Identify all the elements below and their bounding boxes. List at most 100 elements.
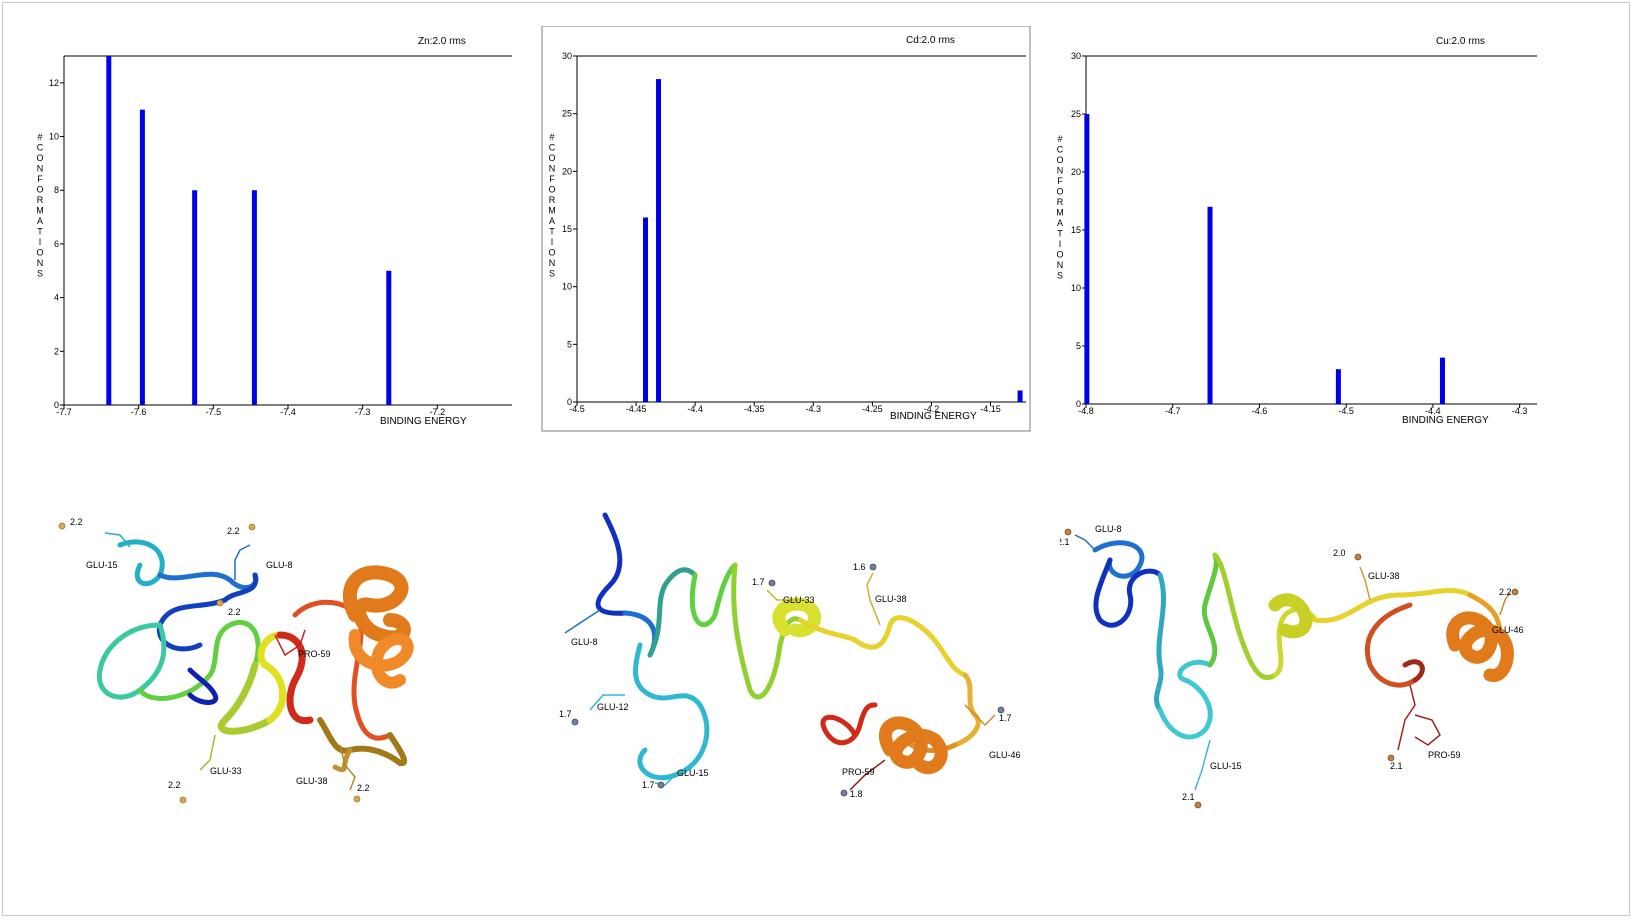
y-label-char: O xyxy=(36,153,43,163)
x-axis-label: BINDING ENERGY xyxy=(380,416,467,427)
y-label-char: M xyxy=(36,206,44,216)
backbone-segment xyxy=(156,572,259,652)
x-tick-label: -4.5 xyxy=(569,404,585,414)
y-tick-label: 0 xyxy=(567,397,572,407)
backbone-segment xyxy=(633,642,710,781)
sidechain xyxy=(1074,534,1096,551)
x-tick-label: -4.4 xyxy=(1425,406,1441,416)
distance-label: 1.8 xyxy=(850,789,863,799)
y-label-char: R xyxy=(549,195,556,205)
y-label-char: O xyxy=(36,185,43,195)
backbone-segment xyxy=(797,615,968,678)
residue-label: PRO-59 xyxy=(1428,750,1461,760)
sidechain xyxy=(766,589,800,601)
backbone-segment xyxy=(1092,540,1145,579)
backbone-segment xyxy=(332,747,353,773)
y-label-char: N xyxy=(549,164,556,174)
distance-label: 1.7 xyxy=(752,577,765,587)
y-tick-label: 20 xyxy=(1071,167,1081,177)
y-tick-label: 10 xyxy=(49,132,59,142)
sidechain xyxy=(1194,739,1211,791)
y-label-char: N xyxy=(37,164,44,174)
residue-label: GLU-38 xyxy=(875,594,907,604)
backbone-segment xyxy=(595,512,628,616)
distance-label: 2.1 xyxy=(1182,792,1195,802)
metal-ion xyxy=(571,718,579,726)
helix xyxy=(343,565,411,645)
residue-label: GLU-38 xyxy=(1368,571,1400,581)
helix xyxy=(348,629,414,689)
y-label-char: T xyxy=(549,227,555,237)
metal-ion xyxy=(179,796,187,804)
y-label-char: O xyxy=(548,248,555,258)
metal-ion xyxy=(216,599,224,607)
y-tick-label: 5 xyxy=(1076,341,1081,351)
y-label-char: R xyxy=(1057,197,1064,207)
y-label-char: S xyxy=(1057,271,1063,281)
bar xyxy=(251,190,257,405)
metal-ion xyxy=(657,781,665,789)
helix xyxy=(772,597,822,638)
residue-label: GLU-15 xyxy=(677,768,709,778)
x-tick-label: -7.7 xyxy=(56,407,72,417)
y-label-char: A xyxy=(549,216,555,226)
x-tick-label: -4.5 xyxy=(1338,406,1354,416)
residue-label: GLU-33 xyxy=(783,595,815,605)
distance-label: 1.7 xyxy=(642,780,655,790)
helix xyxy=(1268,593,1313,639)
residue-label: PRO-59 xyxy=(842,767,875,777)
backbone-segment xyxy=(1212,552,1278,680)
y-tick-label: 6 xyxy=(54,239,59,249)
y-tick-label: 10 xyxy=(1071,283,1081,293)
bar xyxy=(1439,357,1445,404)
backbone-segment xyxy=(1153,572,1166,713)
y-tick-label: 8 xyxy=(54,185,59,195)
helix xyxy=(1446,611,1514,682)
y-label-char: N xyxy=(1057,166,1064,176)
y-label-char: F xyxy=(37,174,43,184)
y-tick-label: 4 xyxy=(54,293,59,303)
x-tick-label: -4.6 xyxy=(1252,406,1268,416)
x-tick-label: -7.4 xyxy=(280,407,296,417)
y-tick-label: 0 xyxy=(54,400,59,410)
distance-label: 2.2 xyxy=(70,517,83,527)
bar xyxy=(386,270,392,405)
helix xyxy=(878,716,948,775)
sidechain xyxy=(589,694,625,711)
x-tick-label: -4.7 xyxy=(1165,406,1181,416)
residue-label: GLU-33 xyxy=(210,766,242,776)
plot-area: 0 5 10 15 20 25 30 -4.5 -4.45 -4.4 -4.35 -4.3 -4.25 -… xyxy=(562,51,1026,414)
sidechain xyxy=(1499,592,1511,616)
metal-ion xyxy=(353,795,361,803)
sidechain xyxy=(1359,566,1371,601)
backbone-segment xyxy=(187,667,219,705)
sidechain xyxy=(849,759,886,791)
distance-label: 2.2 xyxy=(228,607,241,617)
y-label-char: S xyxy=(549,269,555,279)
backbone-segment xyxy=(647,567,698,658)
x-tick-label: -4.2 xyxy=(924,404,940,414)
residue-label: GLU-8 xyxy=(1095,524,1122,534)
backbone-segment xyxy=(1364,602,1418,688)
bar xyxy=(1207,206,1213,404)
y-label-char: O xyxy=(548,185,555,195)
backbone-segment xyxy=(218,661,274,735)
y-label-char: M xyxy=(548,206,556,216)
sidechain xyxy=(564,609,601,634)
cd-protein-structure: GLU-8 GLU-33 GLU-38 GLU-12 GLU-15 GLU-46… xyxy=(559,512,1021,799)
y-label-char: M xyxy=(1056,208,1064,218)
x-tick-label: -4.8 xyxy=(1078,406,1094,416)
chart-title: Zn:2.0 rms xyxy=(418,36,466,47)
x-tick-label: -7.3 xyxy=(355,407,371,417)
backbone-segment xyxy=(117,539,165,587)
y-tick-label: 15 xyxy=(1071,225,1081,235)
distance-label: 2.2 xyxy=(357,783,370,793)
metal-ion xyxy=(1354,553,1362,561)
metal-ion xyxy=(58,522,66,530)
plot-area: 0 5 10 15 20 25 30 -4.8 -4.7 -4.6 -4.5 -4.4 -4.3 xyxy=(1071,51,1537,416)
